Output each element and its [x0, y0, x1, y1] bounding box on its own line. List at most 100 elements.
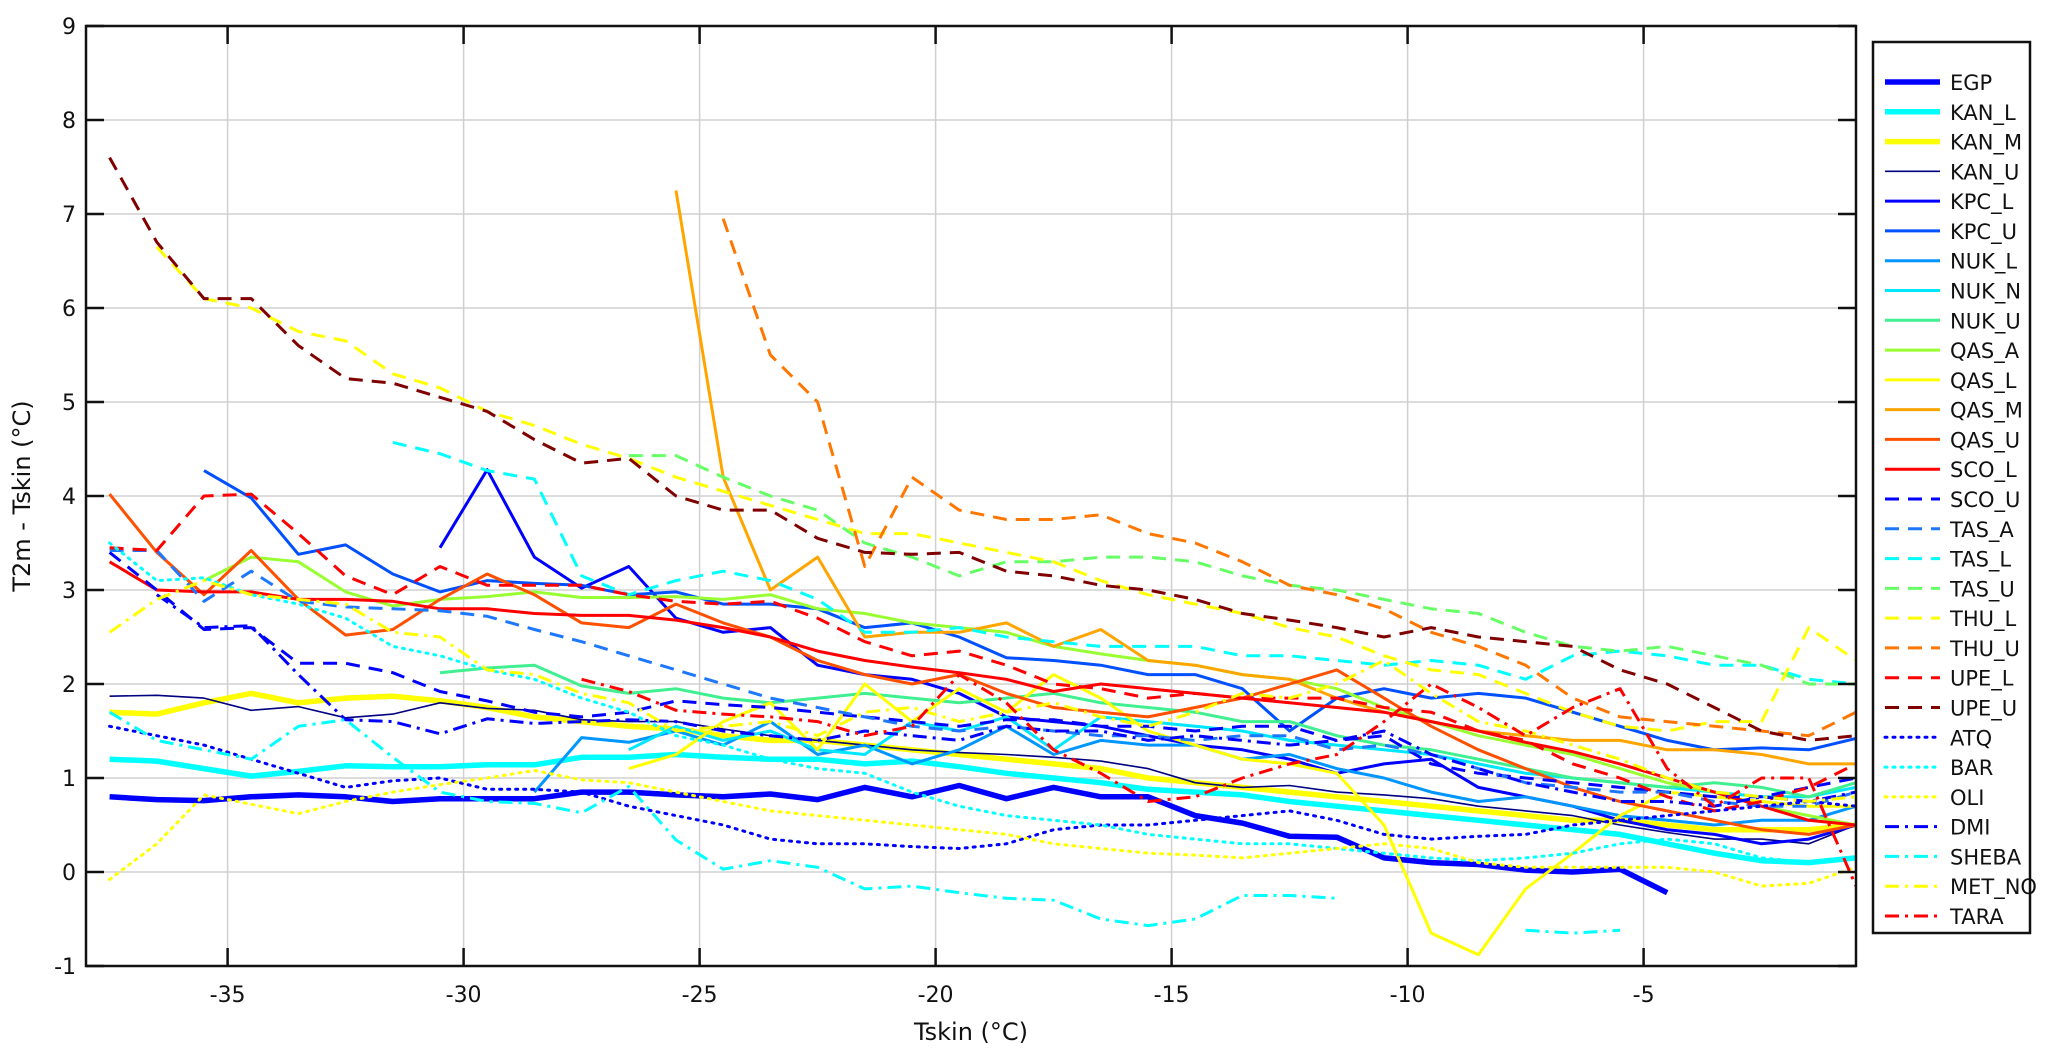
legend-label: SCO_L [1950, 458, 2017, 483]
series-line-qas-m [674, 190, 1856, 766]
legend-item: KPC_L [1885, 190, 2014, 215]
x-tick-label: -15 [1154, 983, 1190, 1008]
legend-label: UPE_L [1950, 667, 2014, 692]
legend-label: TARA [1949, 905, 2004, 929]
legend-item: NUK_L [1885, 250, 2017, 275]
legend-label: QAS_U [1950, 428, 2020, 453]
legend-label: KPC_U [1950, 220, 2017, 245]
x-tick-label: -10 [1390, 983, 1426, 1008]
series-line-nuk-u [439, 663, 1856, 799]
legend-label: NUK_U [1950, 309, 2021, 334]
series-line-sco-l [108, 560, 1856, 827]
y-tick-label: 5 [62, 391, 76, 416]
legend-label: TAS_U [1949, 577, 2015, 602]
legend-box [1871, 40, 2032, 935]
legend-item: KAN_L [1885, 101, 2016, 126]
y-tick-label: 7 [62, 203, 76, 228]
series-line-kan-m [109, 690, 1856, 833]
legend-label: DMI [1950, 816, 1990, 840]
y-tick-label: 2 [62, 673, 76, 698]
y-tick-label: 6 [62, 297, 76, 322]
legend: EGP KAN_L KAN_M KAN_U KPC_L KPC_U NUK_L NUK_N NU… [1871, 40, 2037, 935]
series-line-egp [109, 782, 1669, 896]
x-tick-label: -5 [1633, 983, 1655, 1008]
legend-item: QAS_U [1885, 428, 2020, 453]
y-tick-label: 8 [62, 109, 76, 134]
legend-label: BAR [1950, 756, 1993, 780]
legend-label: OLI [1950, 786, 1984, 810]
y-axis-label: T2m - Tskin (°C) [8, 400, 36, 592]
series-line-qas-u [108, 493, 1856, 836]
x-axis-label: Tskin (°C) [913, 1018, 1028, 1046]
legend-label: QAS_M [1950, 399, 2023, 424]
legend-item: QAS_A [1885, 339, 2020, 364]
legend-label: QAS_A [1950, 339, 2020, 364]
series-line-atq [108, 724, 1856, 850]
series-line-sheba [108, 710, 1621, 935]
legend-label: KPC_L [1950, 190, 2014, 215]
series-line-tara [581, 673, 1856, 887]
legend-label: EGP [1950, 71, 1992, 95]
legend-item: QAS_L [1885, 369, 2017, 394]
legend-item: UPE_L [1885, 667, 2014, 692]
legend-item: QAS_M [1885, 399, 2023, 424]
y-tick-label: -1 [54, 955, 76, 980]
legend-item: TAS_U [1885, 577, 2015, 602]
x-tick-label: -20 [918, 983, 954, 1008]
x-tick-label: -35 [210, 983, 246, 1008]
legend-item: THU_L [1885, 607, 2016, 632]
series-line-upe-u [108, 156, 1856, 742]
legend-label: TAS_A [1949, 518, 2014, 543]
y-tick-label: 0 [62, 861, 76, 886]
series-line-sco-u [108, 551, 1856, 799]
x-tick-label: -30 [446, 983, 482, 1008]
y-tick-label: 3 [62, 579, 76, 604]
legend-item: TAS_L [1885, 548, 2011, 573]
legend-item: DMI [1885, 816, 1990, 840]
legend-item: THU_U [1885, 637, 2020, 662]
y-tick-label: 9 [62, 15, 76, 40]
legend-item: ATQ [1883, 726, 1992, 750]
legend-item: UPE_U [1885, 697, 2017, 722]
series-line-thu-l [155, 245, 1856, 733]
legend-label: SHEBA [1950, 845, 2022, 869]
legend-item: SHEBA [1885, 845, 2022, 869]
legend-item: NUK_U [1885, 309, 2021, 334]
series-layer [108, 156, 1856, 957]
legend-item: NUK_N [1885, 280, 2021, 305]
series-line-tas-u [628, 454, 1856, 686]
legend-label: QAS_L [1950, 369, 2017, 394]
series-line-kan-l [109, 751, 1856, 866]
legend-item: OLI [1883, 786, 1984, 810]
series-line-upe-l [109, 492, 1856, 813]
legend-label: TAS_L [1949, 548, 2011, 573]
legend-item: SCO_L [1885, 458, 2017, 483]
legend-item: KAN_M [1885, 131, 2022, 156]
legend-item: BAR [1883, 756, 1993, 780]
legend-item: SCO_U [1885, 488, 2020, 513]
series-line-tas-a [109, 549, 1856, 808]
y-tick-label: 1 [62, 767, 76, 792]
legend-label: ATQ [1950, 726, 1992, 750]
legend-label: KAN_U [1950, 160, 2019, 185]
series-line-met-no [108, 579, 1856, 803]
legend-item: TARA [1885, 905, 2004, 929]
series-line-kan-u [109, 694, 1856, 845]
series-line-thu-u [721, 218, 1856, 738]
series-line-tas-l [392, 440, 1856, 686]
legend-item: EGP [1885, 71, 1992, 95]
legend-label: NUK_N [1950, 280, 2021, 305]
legend-label: KAN_M [1950, 131, 2022, 156]
legend-label: MET_NO [1950, 875, 2037, 900]
legend-label: THU_U [1949, 637, 2020, 662]
x-tick-label: -25 [682, 983, 718, 1008]
series-line-oli [108, 769, 1856, 888]
legend-item: MET_NO [1885, 875, 2037, 900]
legend-label: KAN_L [1950, 101, 2016, 126]
legend-label: UPE_U [1950, 697, 2017, 722]
legend-label: THU_L [1949, 607, 2016, 632]
legend-label: SCO_U [1950, 488, 2020, 513]
